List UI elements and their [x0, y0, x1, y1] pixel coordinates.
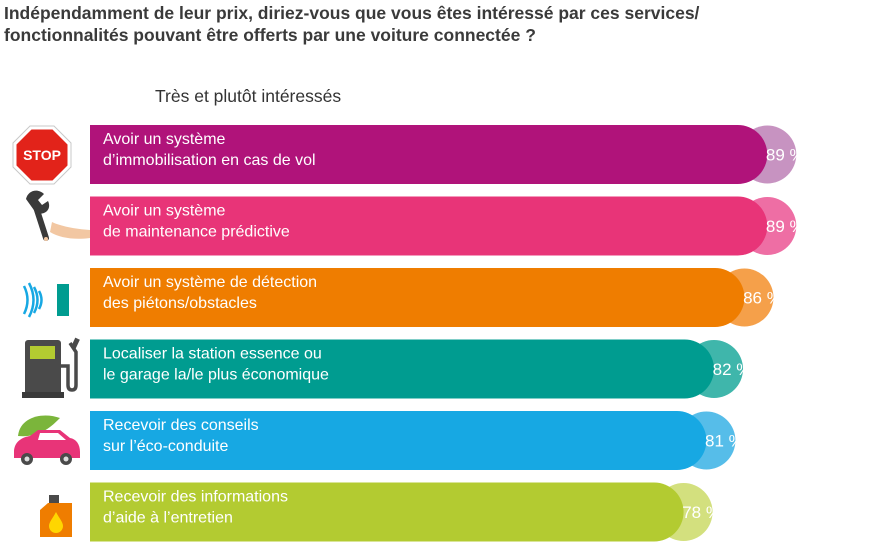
bars-group: Avoir un système d’immobilisation en cas …	[90, 125, 805, 542]
eco-car-icon	[14, 415, 80, 465]
wrench-icon	[26, 190, 90, 241]
category-label: Recevoir des informations	[103, 489, 288, 506]
category-label: Localiser la station essence ou	[103, 346, 322, 363]
category-label: Avoir un système de détection	[103, 274, 317, 291]
category-label: Recevoir des conseils	[103, 417, 259, 434]
bar	[90, 268, 745, 327]
category-label: d’immobilisation en cas de vol	[103, 152, 316, 169]
bar	[90, 125, 768, 184]
bar	[90, 196, 768, 256]
category-label: Avoir un système	[103, 131, 226, 148]
bar	[90, 411, 707, 470]
stop-sign-text: STOP	[23, 147, 61, 163]
oil-can-icon	[40, 495, 72, 537]
chart-title: Indépendamment de leur prix, diriez-vous…	[4, 2, 874, 46]
chart-title-line-1: Indépendamment de leur prix, diriez-vous…	[4, 3, 700, 23]
value-label: 89 %	[766, 217, 805, 236]
bar	[90, 482, 684, 542]
fuel-pump-icon	[22, 337, 80, 398]
category-label: de maintenance prédictive	[103, 224, 290, 241]
category-label: Avoir un système	[103, 203, 226, 220]
value-label: 82 %	[713, 360, 752, 379]
chart-title-line-2: fonctionnalités pouvant être offerts par…	[4, 25, 536, 45]
category-label: sur l’éco-conduite	[103, 438, 229, 455]
category-label: le garage la/le plus économique	[103, 367, 329, 384]
category-label: des piétons/obstacles	[103, 295, 257, 312]
chart-subtitle: Très et plutôt intéressés	[155, 86, 342, 106]
value-label: 86 %	[743, 289, 782, 308]
value-label: 81 %	[705, 432, 744, 451]
value-label: 78 %	[682, 503, 721, 522]
bar	[90, 339, 715, 399]
stop-sign-icon: STOP	[12, 125, 72, 185]
value-label: 89 %	[766, 146, 805, 165]
sensor-icon	[22, 282, 69, 318]
category-label: d’aide à l’entretien	[103, 510, 233, 527]
